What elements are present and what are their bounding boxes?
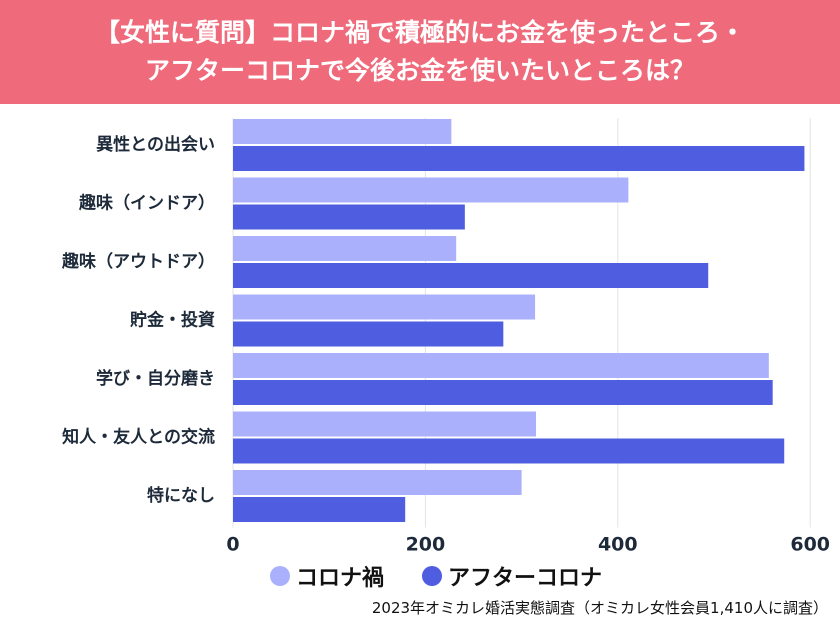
chart-title: 【女性に質問】コロナ禍で積極的にお金を使ったところ・ アフターコロナで今後お金を…	[0, 0, 840, 104]
bar-corona	[233, 411, 537, 437]
x-tick-label: 400	[598, 534, 638, 556]
bar-after-corona	[233, 204, 465, 230]
category-label: 知人・友人との交流	[61, 427, 215, 448]
legend-label-corona: コロナ禍	[296, 566, 385, 591]
bar-corona	[233, 119, 452, 144]
bar-after-corona	[233, 438, 785, 464]
title-line-2: アフターコロナで今後お金を使いたいところは？	[144, 56, 695, 85]
bar-after-corona	[233, 321, 504, 347]
category-label: 貯金・投資	[130, 310, 215, 331]
category-label: 学び・自分磨き	[96, 368, 215, 389]
legend-label-after-corona: アフターコロナ	[448, 566, 603, 591]
x-tick-label: 0	[226, 534, 239, 556]
bar-after-corona	[233, 263, 709, 288]
bar-corona	[233, 236, 457, 261]
legend-swatch-corona	[270, 566, 290, 586]
x-tick-label: 600	[790, 534, 830, 556]
source-note: 2023年オミカレ婚活実態調査（オミカレ女性会員1,410人に調査）	[371, 599, 828, 617]
bar-after-corona	[233, 497, 406, 522]
category-label: 趣味（アウトドア）	[61, 251, 215, 272]
category-label: 趣味（インドア）	[78, 193, 215, 214]
bar-corona	[233, 177, 629, 203]
bar-corona	[233, 353, 769, 378]
legend: コロナ禍 アフターコロナ	[270, 560, 602, 592]
category-label: 異性との出会い	[96, 134, 215, 155]
title-line-1: 【女性に質問】コロナ禍で積極的にお金を使ったところ・	[94, 18, 745, 47]
bar-corona	[233, 294, 536, 320]
bar-corona	[233, 470, 522, 495]
category-label: 特になし	[147, 485, 215, 506]
bar-after-corona	[233, 380, 773, 405]
legend-swatch-after-corona	[422, 566, 443, 586]
x-tick-label: 200	[406, 534, 446, 556]
bar-after-corona	[233, 146, 805, 171]
